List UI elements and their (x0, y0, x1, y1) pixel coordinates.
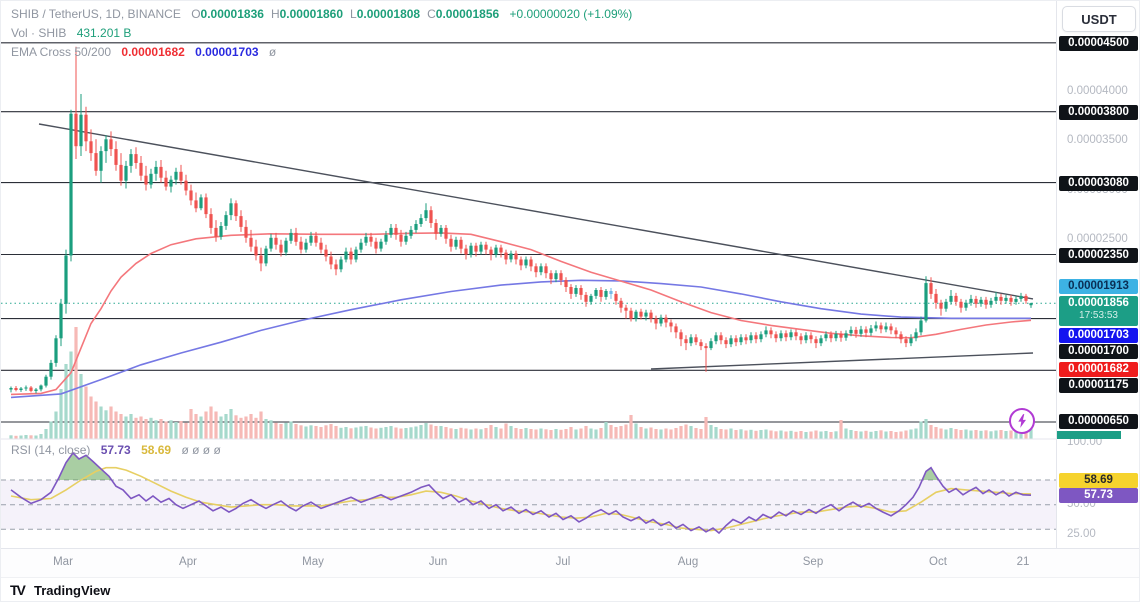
price-label-0.00001703: 0.00001703 (1059, 327, 1138, 343)
time-tick-May: May (302, 556, 324, 568)
volume-value: 431.201 B (76, 26, 132, 40)
time-tick-21: 21 (1016, 556, 1030, 568)
time-tick-Oct: Oct (929, 556, 947, 568)
price-label-0.00000650: 0.00000650 (1059, 413, 1138, 429)
symbol-title: SHIB / TetherUS, 1D, BINANCE (11, 7, 181, 21)
time-tick-Jun: Jun (428, 556, 448, 568)
price-label-0.00001913: 0.00001913 (1059, 278, 1138, 294)
ema-hidden-values: ø (268, 45, 277, 59)
price-label-0.00004500: 0.00004500 (1059, 35, 1138, 51)
currency-button[interactable]: USDT (1062, 6, 1136, 32)
price-label-0.00001856: 0.00001856 17:53:53 (1059, 296, 1138, 326)
ohlc-value: 0.00001856 (435, 7, 500, 21)
axis-tick: 100.00 (1067, 436, 1103, 448)
rsi-line (10, 451, 1032, 535)
countdown-timer: 17:53:53 (1079, 310, 1118, 321)
time-tick-Apr: Apr (179, 556, 197, 568)
rsi-indicator-label: RSI (14, close) (11, 443, 91, 457)
chart-canvas[interactable] (1, 1, 1056, 548)
time-tick-Jul: Jul (555, 556, 571, 568)
price-axis[interactable]: 0.000040000.000035000.000030000.00002500… (1056, 1, 1139, 548)
ema-indicator-label: EMA Cross 50/200 (11, 45, 112, 59)
price-label-57.73: 57.73 (1059, 487, 1138, 503)
rsi-value: 57.73 (100, 443, 131, 457)
ohlc-label: O (191, 7, 201, 21)
rsi-hidden-values: ø ø ø ø (181, 443, 221, 457)
ema200-line (10, 279, 1031, 399)
candlestick-series (9, 46, 1033, 394)
price-label-0.00002350: 0.00002350 (1059, 247, 1138, 263)
time-tick-Aug: Aug (677, 556, 699, 568)
ohlc-values: O0.00001836 H0.00001860 L0.00001808 C0.0000… (184, 7, 499, 21)
volume-series (9, 327, 1033, 440)
trendlines (38, 123, 1034, 370)
ema-row: EMA Cross 50/200 0.00001682 0.00001703 ø (11, 45, 276, 59)
footer: TV TradingView (1, 577, 1139, 601)
price-label-58.69: 58.69 (1059, 472, 1138, 488)
price-label-0.00001682: 0.00001682 (1059, 361, 1138, 377)
volume-row: Vol · SHIB 431.201 B (11, 26, 131, 40)
ohlc-label: C (427, 7, 436, 21)
price-label-0.00001700: 0.00001700 (1059, 343, 1138, 359)
lightning-icon (1018, 414, 1026, 428)
ohlc-value: 0.00001836 (200, 7, 264, 21)
change-value: +0.00000020 (+1.09%) (509, 7, 633, 21)
tradingview-logo-text[interactable]: TradingView (34, 583, 111, 598)
symbol-row: SHIB / TetherUS, 1D, BINANCE O0.00001836… (11, 7, 632, 21)
rsi-band (1, 480, 1056, 530)
ohlc-label: L (350, 7, 357, 21)
volume-axis-highlight (1057, 431, 1121, 439)
instant-trading-button[interactable] (1009, 408, 1035, 434)
volume-indicator-label: Vol · SHIB (11, 26, 67, 40)
axis-tick: 0.00002500 (1067, 232, 1128, 245)
ema200-value: 0.00001703 (195, 45, 259, 59)
rsi-row: RSI (14, close) 57.73 58.69 ø ø ø ø (11, 443, 221, 457)
price-label-0.00001175: 0.00001175 (1059, 377, 1138, 393)
axis-tick: 25.00 (1067, 528, 1096, 541)
time-tick-Sep: Sep (802, 556, 824, 568)
ema50-value: 0.00001682 (121, 45, 185, 59)
ohlc-value: 0.00001860 (279, 7, 344, 21)
price-label-0.00003800: 0.00003800 (1059, 104, 1138, 120)
time-axis[interactable]: Mar Apr May Jun Jul Aug Sep Oct 21 (1, 548, 1139, 578)
time-tick-Mar: Mar (53, 556, 73, 568)
rsi-ma-value: 58.69 (141, 443, 172, 457)
ohlc-value: 0.00001808 (356, 7, 421, 21)
axis-tick: 0.00003500 (1067, 134, 1128, 147)
tradingview-logo-icon[interactable]: TV (10, 582, 26, 598)
ema50-line (10, 232, 1032, 396)
price-level-lines (1, 42, 1056, 423)
ohlc-label: H (270, 7, 280, 21)
axis-tick: 0.00004000 (1067, 85, 1128, 97)
price-label-0.00003080: 0.00003080 (1059, 175, 1138, 191)
